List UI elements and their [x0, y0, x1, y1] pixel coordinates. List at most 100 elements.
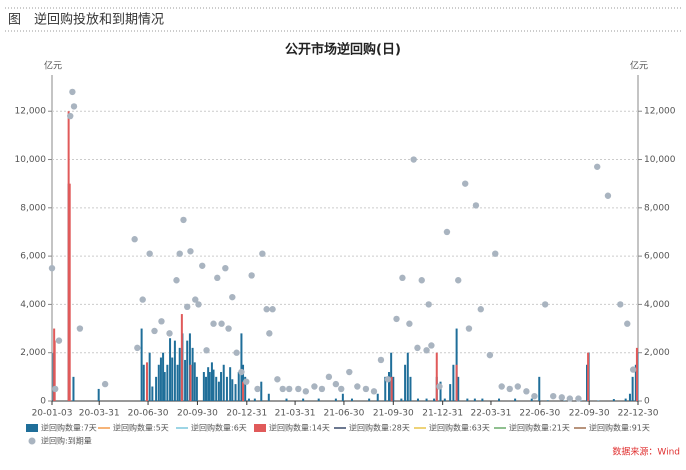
bar: [155, 376, 158, 401]
point: [269, 306, 276, 313]
point: [158, 318, 165, 325]
point: [523, 388, 530, 395]
point: [406, 320, 413, 327]
point: [492, 250, 499, 257]
bar: [171, 357, 174, 401]
bar: [176, 364, 179, 401]
y2-tick-label: 8,000: [644, 203, 670, 213]
bar: [406, 352, 409, 401]
point: [285, 385, 293, 393]
bar: [612, 399, 615, 401]
bar: [212, 369, 215, 401]
point: [514, 383, 521, 390]
bar: [435, 352, 438, 401]
bar: [145, 362, 148, 401]
bar: [234, 384, 237, 401]
point: [76, 325, 84, 332]
point: [332, 380, 340, 388]
point: [233, 349, 240, 356]
bar: [202, 372, 205, 401]
bar: [334, 398, 337, 401]
bar: [449, 384, 452, 401]
bar: [217, 381, 220, 401]
y2-tick-label: 12,000: [644, 107, 676, 117]
point: [259, 250, 266, 257]
point: [69, 88, 76, 96]
point: [266, 330, 273, 337]
point: [263, 306, 270, 313]
point: [629, 366, 637, 373]
point: [199, 262, 206, 269]
point: [173, 277, 180, 284]
bar: [140, 328, 143, 401]
y-tick-label: 4,000: [20, 300, 46, 310]
bar: [341, 393, 344, 401]
x-tick-label: 21-09-30: [373, 409, 414, 419]
point: [550, 392, 557, 400]
bar: [231, 379, 234, 401]
x-tick-label: 21-03-31: [275, 409, 316, 419]
x-tick-label: 22-09-30: [569, 409, 610, 419]
y-tick-label: 12,000: [15, 107, 47, 117]
point: [414, 344, 421, 352]
legend-swatch: [254, 424, 266, 432]
x-tick-label: 21-12-31: [422, 409, 463, 419]
bar: [624, 398, 627, 401]
x-tick-label: 22-06-30: [519, 409, 560, 419]
point: [203, 347, 210, 354]
point: [541, 301, 549, 308]
y-tick-label: 8,000: [20, 203, 46, 213]
bar: [205, 376, 208, 401]
bar: [193, 362, 196, 401]
point: [238, 368, 245, 376]
point: [393, 315, 400, 323]
point: [302, 388, 310, 395]
y2-tick-label: 10,000: [644, 155, 676, 165]
bar: [222, 364, 225, 401]
point: [210, 320, 217, 327]
point: [295, 385, 302, 393]
bar: [631, 376, 634, 401]
point: [151, 327, 158, 335]
bar: [157, 364, 160, 401]
y-unit: 亿元: [44, 60, 62, 72]
bar: [368, 398, 371, 401]
point: [604, 192, 612, 199]
x-tick-label: 20-09-30: [177, 409, 218, 419]
bar: [225, 376, 228, 401]
point: [243, 378, 250, 385]
point: [254, 385, 261, 393]
bar: [587, 352, 590, 401]
point: [176, 250, 183, 257]
point: [338, 385, 345, 393]
y-tick-label: 0: [40, 397, 46, 407]
bar: [207, 367, 210, 401]
bar: [195, 376, 198, 401]
bar: [481, 398, 484, 401]
point: [214, 274, 221, 282]
legend-label: 逆回购数量:21天: [509, 423, 570, 433]
bar: [208, 372, 211, 401]
bar: [390, 376, 393, 401]
point: [462, 180, 469, 187]
bar: [260, 381, 263, 401]
bar: [159, 357, 162, 401]
y2-unit: 亿元: [630, 60, 648, 72]
chart-title: 公开市场逆回购(日): [285, 42, 401, 58]
bar: [210, 362, 213, 401]
point: [67, 112, 74, 120]
y-tick-label: 2,000: [20, 348, 46, 358]
bar: [229, 367, 232, 401]
bar: [514, 398, 517, 401]
x-tick-label: 22-03-31: [471, 409, 512, 419]
point: [410, 156, 417, 163]
legend-swatch: [28, 437, 36, 445]
bar: [634, 364, 637, 401]
point: [575, 395, 582, 402]
point: [506, 385, 513, 393]
bar: [68, 183, 71, 401]
bar: [455, 364, 458, 401]
x-tick-label: 20-01-03: [32, 409, 73, 419]
x-tick-label: 21-06-30: [323, 409, 364, 419]
